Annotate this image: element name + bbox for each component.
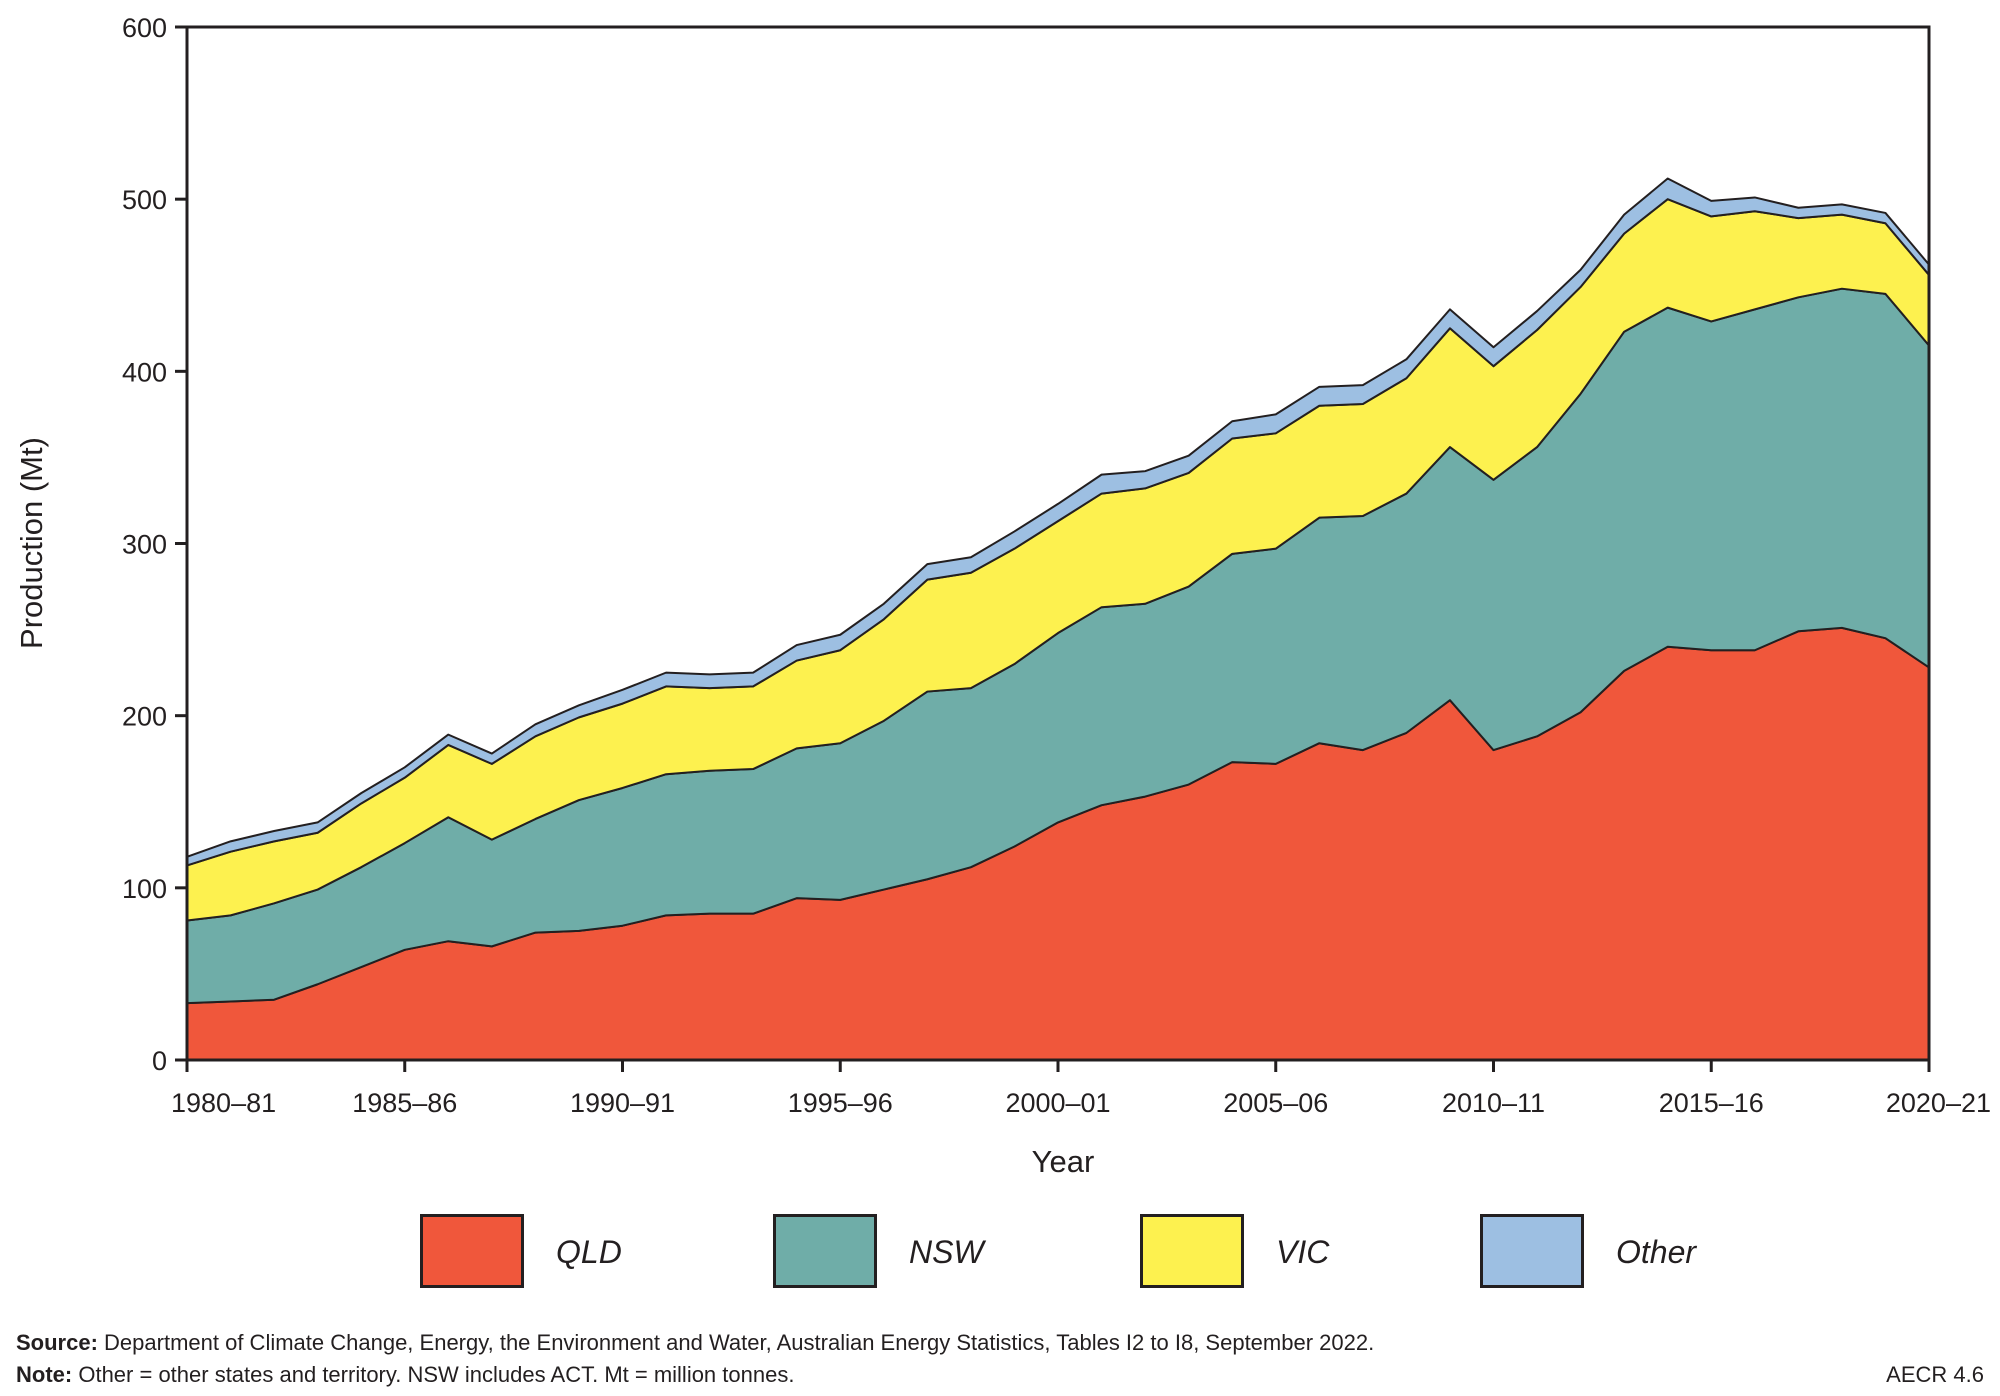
- y-tick-label: 400: [122, 357, 167, 387]
- legend-swatch-qld: [420, 1214, 524, 1288]
- figure-id: AECR 4.6: [1886, 1362, 1984, 1387]
- y-axis: 0 100 200 300 400 500 600: [122, 13, 187, 1076]
- x-tick-label: 2020–21: [1886, 1088, 1991, 1118]
- y-tick-label: 0: [152, 1046, 167, 1076]
- source-label: Source:: [16, 1330, 98, 1355]
- y-tick-label: 500: [122, 185, 167, 215]
- legend-label-qld: QLD: [556, 1234, 622, 1270]
- y-tick-label: 300: [122, 530, 167, 560]
- source-text: Department of Climate Change, Energy, th…: [104, 1330, 1375, 1355]
- note-label: Note:: [16, 1362, 73, 1387]
- legend-label-nsw: NSW: [909, 1234, 984, 1270]
- legend-label-vic: VIC: [1276, 1234, 1330, 1270]
- x-tick-label: 1980–81: [171, 1088, 276, 1118]
- stacked-area-chart: 0 100 200 300 400 500 600 1980–81 1985–86 1990–9…: [14, 13, 1991, 1179]
- y-axis-title: Production (Mt): [14, 437, 49, 649]
- legend-swatch-nsw: [773, 1214, 877, 1288]
- legend-label-other: Other: [1616, 1234, 1697, 1270]
- x-tick-label: 1990–91: [570, 1088, 675, 1118]
- x-tick-label: 1985–86: [352, 1088, 457, 1118]
- y-tick-label: 200: [122, 702, 167, 732]
- x-tick-label: 2010–11: [1442, 1088, 1545, 1118]
- legend-swatch-other: [1480, 1214, 1584, 1288]
- note-line: Note: Other = other states and territory…: [16, 1362, 794, 1388]
- x-axis: 1980–81 1985–86 1990–91 1995–96 2000–01 2005–…: [171, 1060, 1991, 1118]
- x-tick-label: 1995–96: [788, 1088, 893, 1118]
- y-tick-label: 100: [122, 874, 167, 904]
- legend-swatch-vic: [1140, 1214, 1244, 1288]
- x-tick-label: 2015–16: [1659, 1088, 1764, 1118]
- area-layers: [186, 177, 1930, 1061]
- x-axis-title: Year: [1032, 1144, 1095, 1179]
- y-tick-label: 600: [122, 13, 167, 43]
- legend: QLD NSW VIC Other: [0, 1212, 2000, 1292]
- x-tick-label: 2005–06: [1223, 1088, 1328, 1118]
- x-tick-label: 2000–01: [1005, 1088, 1110, 1118]
- note-text: Other = other states and territory. NSW …: [78, 1362, 795, 1387]
- source-line: Source: Department of Climate Change, En…: [16, 1330, 1374, 1356]
